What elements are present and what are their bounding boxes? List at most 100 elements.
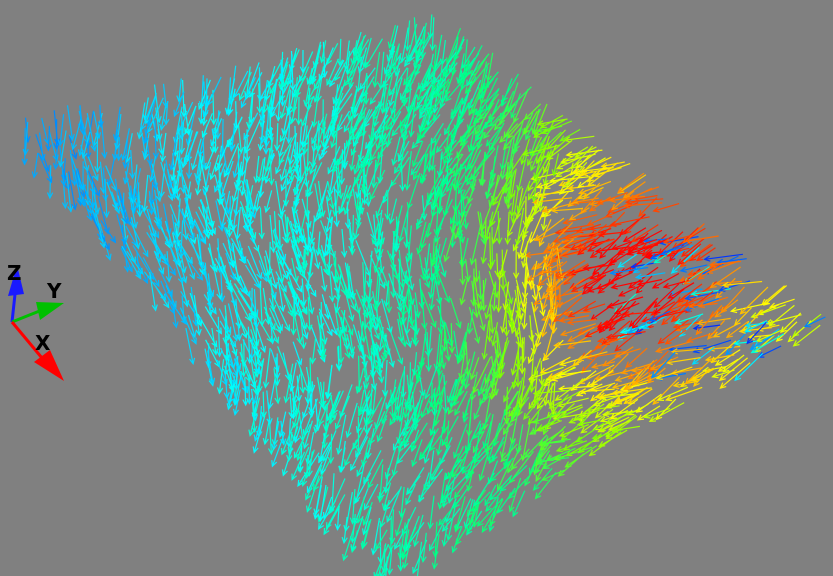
vector-glyph-head bbox=[285, 268, 292, 276]
vector-glyph-head bbox=[326, 329, 333, 337]
vector-glyph-head bbox=[428, 291, 435, 300]
vector-glyph bbox=[499, 123, 519, 143]
vector-glyph bbox=[463, 39, 468, 80]
vector-glyph-head bbox=[182, 233, 189, 241]
vector-glyph bbox=[372, 517, 381, 555]
vector-glyph-head bbox=[195, 188, 202, 196]
vector-glyph bbox=[685, 291, 721, 300]
vector-glyph bbox=[463, 399, 470, 422]
vector-glyph bbox=[512, 346, 520, 375]
vector-glyph bbox=[307, 75, 322, 101]
vector-glyph bbox=[348, 51, 363, 87]
vector-glyph bbox=[311, 337, 317, 364]
vector-glyph bbox=[422, 532, 427, 562]
vector-glyph-head bbox=[609, 220, 617, 228]
vector-glyph bbox=[237, 124, 242, 153]
vector-glyph-head bbox=[412, 566, 419, 575]
vector-glyph-head bbox=[231, 195, 238, 203]
vector-glyph-head bbox=[213, 185, 220, 193]
vector-glyph-head bbox=[461, 61, 468, 69]
vector-glyph-head bbox=[792, 330, 800, 337]
vector-glyph-head bbox=[292, 421, 299, 429]
vector-glyph bbox=[295, 66, 310, 97]
vector-glyph bbox=[170, 291, 177, 328]
vector-glyph bbox=[93, 111, 100, 139]
vector-glyph bbox=[546, 221, 574, 250]
vector-glyph bbox=[534, 377, 548, 404]
vector-glyph-head bbox=[590, 394, 598, 402]
vector-glyph bbox=[383, 482, 392, 510]
vector-glyph-head bbox=[610, 283, 618, 290]
vector-glyph-head bbox=[634, 273, 643, 280]
vector-glyph-head bbox=[458, 372, 465, 381]
y-axis-shaft bbox=[11, 308, 43, 324]
vector-glyph bbox=[451, 207, 457, 233]
vector-glyph bbox=[291, 451, 306, 480]
vector-glyph-head bbox=[297, 266, 304, 274]
vector-glyph-head bbox=[662, 282, 670, 289]
vector-glyph bbox=[421, 29, 426, 58]
vector-glyph-head bbox=[186, 217, 193, 225]
vector-glyph bbox=[542, 238, 574, 263]
vector-glyph bbox=[555, 377, 586, 401]
vector-glyph bbox=[403, 64, 419, 85]
vector-glyph-head bbox=[549, 291, 556, 300]
vector-glyph bbox=[578, 364, 615, 384]
vector-glyph-head bbox=[418, 82, 424, 91]
vector-glyph bbox=[543, 456, 565, 469]
vector-glyph bbox=[217, 316, 221, 357]
vector-glyph bbox=[451, 111, 463, 145]
vector-glyph-head bbox=[503, 186, 510, 195]
vector-glyph-head bbox=[288, 166, 295, 175]
vector-glyph bbox=[94, 189, 97, 217]
vector-glyph-head bbox=[140, 123, 147, 131]
vector-glyph-head bbox=[324, 249, 331, 257]
vector-glyph bbox=[278, 120, 291, 157]
vector-glyph-head bbox=[320, 403, 327, 412]
vector-glyph bbox=[435, 208, 439, 235]
vector-glyph-head bbox=[321, 441, 328, 450]
vector-glyph bbox=[121, 245, 142, 279]
vector-glyph-head bbox=[696, 319, 704, 326]
vector-glyph bbox=[504, 170, 516, 191]
vector-glyph bbox=[529, 206, 547, 243]
vector-glyph bbox=[356, 175, 363, 198]
vector-glyph bbox=[625, 366, 646, 390]
vector-glyph-head bbox=[622, 202, 631, 209]
vector-glyph bbox=[581, 344, 608, 374]
vector-glyph bbox=[151, 181, 154, 205]
vector-glyph-head bbox=[180, 110, 188, 118]
vector-glyph-head bbox=[541, 292, 549, 300]
vector-glyph-head bbox=[377, 495, 384, 503]
vector-glyph bbox=[381, 83, 387, 113]
vector-glyph bbox=[583, 274, 607, 289]
vector-glyph-head bbox=[655, 373, 663, 380]
vector-glyph bbox=[544, 237, 570, 253]
vector-glyph bbox=[250, 93, 254, 123]
vector-glyph-head bbox=[617, 186, 625, 194]
vector-glyph bbox=[118, 189, 128, 224]
vector-glyph bbox=[431, 138, 437, 171]
vector-glyph bbox=[567, 318, 597, 324]
vector-glyph-head bbox=[598, 326, 606, 334]
vector-glyph-head bbox=[136, 132, 144, 140]
vector-glyph-head bbox=[383, 504, 391, 512]
vector-glyph bbox=[356, 396, 370, 433]
vector-glyph bbox=[804, 316, 826, 328]
vector-glyph bbox=[282, 447, 293, 476]
vector-glyph-head bbox=[372, 303, 379, 311]
vector-glyph bbox=[611, 280, 644, 289]
vector-glyph bbox=[320, 40, 327, 63]
vector-glyph-head bbox=[539, 122, 547, 129]
vector-glyph-head bbox=[389, 398, 397, 406]
vector-glyph-head bbox=[541, 302, 548, 311]
vector-glyph bbox=[466, 60, 480, 86]
vector-glyph-head bbox=[668, 254, 676, 262]
vector-glyph bbox=[302, 449, 315, 486]
vector-glyph-head bbox=[243, 132, 250, 141]
vector-glyph-head bbox=[403, 241, 410, 249]
vector-glyph-head bbox=[301, 306, 308, 314]
vector-glyph-head bbox=[359, 83, 366, 91]
vector-glyph bbox=[524, 463, 536, 486]
